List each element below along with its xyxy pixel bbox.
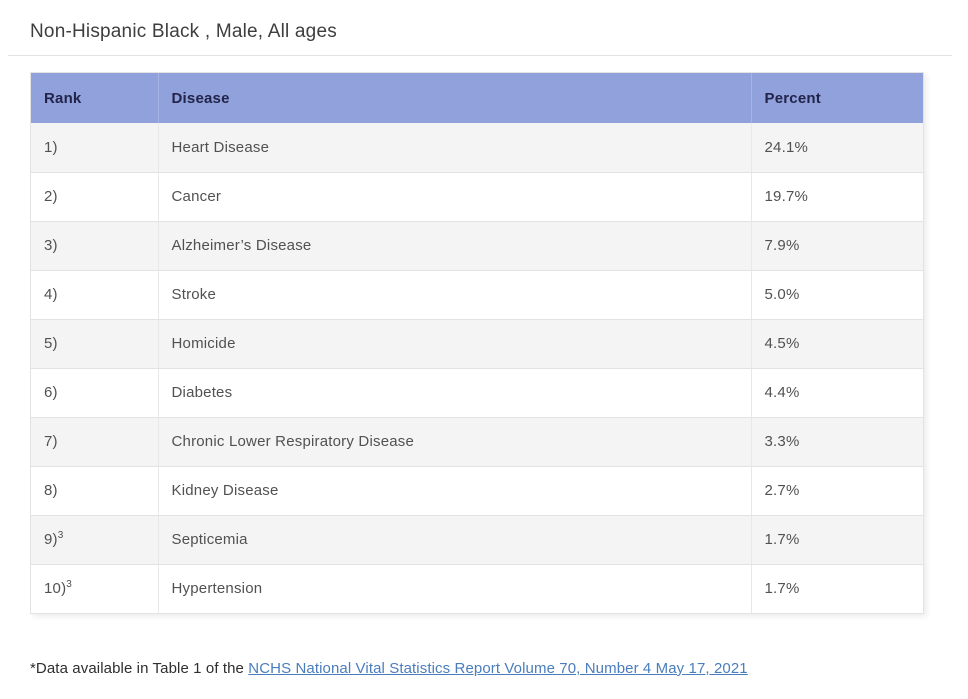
table-row: 3) Alzheimer’s Disease 7.9%	[31, 221, 923, 271]
table-row: 10)3 Hypertension 1.7%	[31, 564, 923, 613]
percent-cell: 19.7%	[751, 172, 923, 222]
rank-cell: 4)	[31, 270, 159, 320]
rank-cell: 2)	[31, 172, 159, 222]
disease-cell: Hypertension	[158, 564, 752, 613]
rank-superscript: 3	[66, 579, 73, 591]
percent-cell: 1.7%	[751, 564, 923, 613]
rank-value: 5)	[44, 335, 58, 352]
disease-cell: Chronic Lower Respiratory Disease	[158, 417, 752, 467]
table-body: 1) Heart Disease 24.1% 2) Cancer 19.7% 3…	[31, 123, 923, 613]
rank-cell: 6)	[31, 368, 159, 418]
percent-cell: 3.3%	[751, 417, 923, 467]
rank-cell: 3)	[31, 221, 159, 271]
percent-cell: 4.4%	[751, 368, 923, 418]
page-title: Non-Hispanic Black , Male, All ages	[30, 21, 337, 42]
percent-cell: 5.0%	[751, 270, 923, 320]
percent-cell: 1.7%	[751, 515, 923, 565]
percent-cell: 7.9%	[751, 221, 923, 271]
rank-value: 1)	[44, 138, 58, 156]
rank-cell: 9)3	[31, 515, 159, 565]
footnote-text: *Data available in Table 1 of the	[30, 660, 249, 677]
table-row: 1) Heart Disease 24.1%	[31, 123, 923, 173]
rank-cell: 10)3	[31, 564, 159, 613]
rank-superscript: 3	[57, 530, 64, 541]
disease-cell: Homicide	[158, 319, 752, 369]
disease-cell: Stroke	[158, 270, 752, 320]
table-row: 6) Diabetes 4.4%	[31, 368, 923, 418]
percent-cell: 2.7%	[751, 466, 923, 516]
rank-value: 10)	[44, 580, 67, 598]
title-divider	[8, 55, 952, 56]
rank-value: 7)	[44, 433, 58, 450]
disease-cell: Cancer	[158, 172, 752, 222]
disease-cell: Septicemia	[158, 515, 752, 565]
rank-cell: 8)	[31, 466, 159, 516]
table-row: 5) Homicide 4.5%	[31, 319, 923, 369]
rank-value: 6)	[44, 384, 58, 401]
leading-causes-table-container: Rank Disease Percent 1) Heart Disease 24…	[30, 72, 924, 614]
column-header-disease: Disease	[158, 73, 752, 123]
disease-cell: Heart Disease	[158, 123, 752, 173]
column-header-percent: Percent	[751, 73, 923, 123]
table-header: Rank Disease Percent	[31, 73, 923, 123]
rank-value: 8)	[44, 482, 58, 499]
rank-cell: 1)	[31, 123, 159, 173]
table-row: 9)3 Septicemia 1.7%	[31, 515, 923, 565]
leading-causes-table: Rank Disease Percent 1) Heart Disease 24…	[31, 73, 923, 613]
table-row: 8) Kidney Disease 2.7%	[31, 466, 923, 516]
table-header-row: Rank Disease Percent	[31, 73, 923, 123]
rank-value: 2)	[44, 188, 58, 205]
percent-cell: 4.5%	[751, 319, 923, 369]
rank-cell: 7)	[31, 417, 159, 467]
column-header-rank: Rank	[31, 73, 159, 123]
table-row: 7) Chronic Lower Respiratory Disease 3.3…	[31, 417, 923, 467]
nchs-report-link[interactable]: NCHS National Vital Statistics Report Vo…	[248, 660, 748, 677]
rank-value: 9)	[44, 531, 58, 548]
table-row: 2) Cancer 19.7%	[31, 172, 923, 222]
rank-value: 3)	[44, 237, 58, 254]
rank-cell: 5)	[31, 319, 159, 369]
rank-value: 4)	[44, 286, 58, 303]
disease-cell: Diabetes	[158, 368, 752, 418]
disease-cell: Alzheimer’s Disease	[158, 221, 752, 271]
disease-cell: Kidney Disease	[158, 466, 752, 516]
table-row: 4) Stroke 5.0%	[31, 270, 923, 320]
percent-cell: 24.1%	[751, 123, 923, 173]
footnote: *Data available in Table 1 of the NCHS N…	[30, 660, 748, 677]
